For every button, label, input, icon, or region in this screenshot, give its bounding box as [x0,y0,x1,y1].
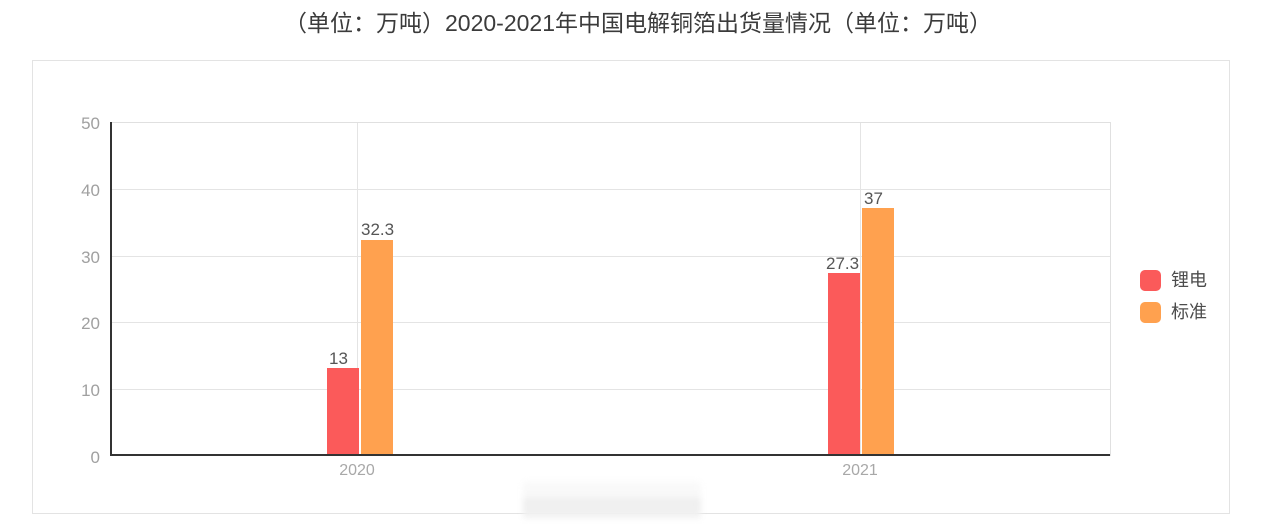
gridline-y-40 [111,189,1110,190]
gridline-y-20 [111,322,1110,323]
page-title: （单位：万吨）2020-2021年中国电解铜箔出货量情况（单位：万吨） [284,10,992,36]
bar-label-2020-lidian: 13 [329,349,348,368]
y-tick-10: 10 [81,381,100,400]
bar-2021-lidian[interactable] [828,272,860,454]
bar-label-2021-lidian: 27.3 [826,254,860,273]
legend-item-biaozhun[interactable]: 标准 [1140,296,1207,328]
bar-2020-biaozhun[interactable] [361,239,393,454]
y-tick-30: 30 [81,248,100,267]
legend-label-biaozhun: 标准 [1171,302,1207,322]
y-tick-40: 40 [81,181,100,200]
legend-label-lidian: 锂电 [1171,270,1207,290]
gridline-y-30 [111,256,1110,257]
y-tick-0: 0 [90,448,100,467]
y-tick-50: 50 [81,114,100,133]
y-tick-20: 20 [81,314,100,333]
legend-swatch-lidian [1140,269,1161,291]
bar-label-2021-biaozhun: 37 [864,189,883,208]
gridline-x-2021 [860,123,861,456]
bar-label-2020-biaozhun: 32.3 [361,220,395,239]
bar-2020-lidian[interactable] [327,367,359,454]
x-tick-2021: 2021 [842,462,878,479]
legend: 锂电 标准 [1140,264,1207,328]
watermark-blurred [523,481,701,520]
x-tick-2020: 2020 [339,462,375,479]
chart-panel [32,60,1230,514]
bar-2021-biaozhun[interactable] [862,208,894,454]
plot-frame-right [1110,122,1111,456]
legend-swatch-biaozhun [1140,301,1161,323]
gridline-x-2020 [357,123,358,456]
plot-area [110,122,1110,456]
plot-frame-top [110,122,1111,123]
gridline-y-10 [111,389,1110,390]
legend-item-lidian[interactable]: 锂电 [1140,264,1207,296]
